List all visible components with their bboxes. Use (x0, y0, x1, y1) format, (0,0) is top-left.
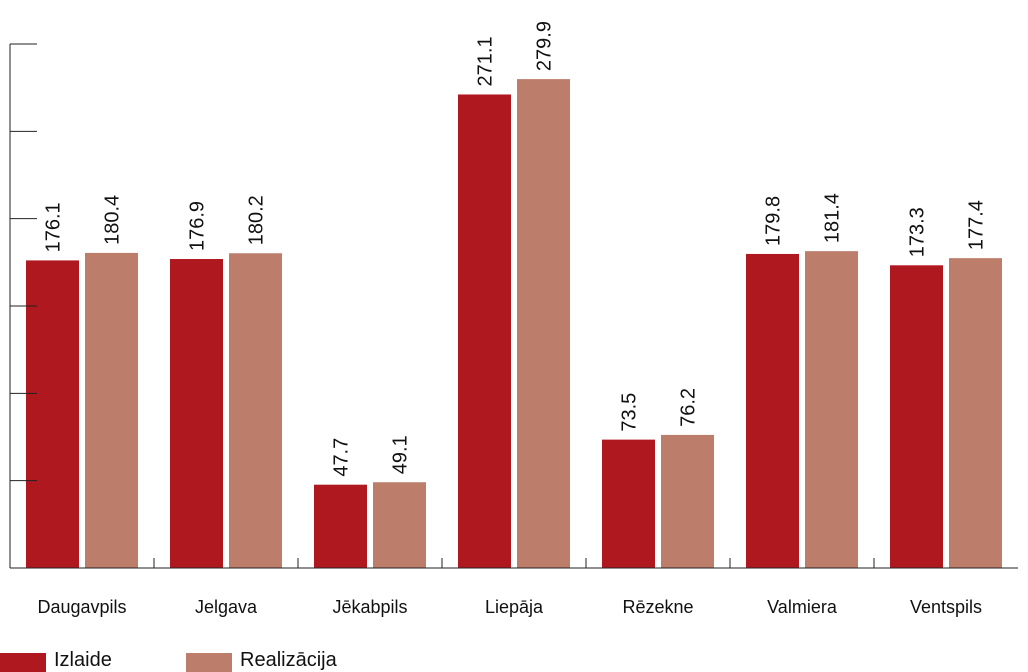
bar-izlaide-daugavpils (26, 260, 79, 568)
value-label-realizacija-liepaja: 279.9 (534, 21, 556, 71)
x-tick-label-valmiera: Valmiera (767, 597, 838, 617)
x-tick-labels: Daugavpils Jelgava Jēkabpils Liepāja Rēzekne… (37, 597, 982, 617)
x-tick-label-daugavpils: Daugavpils (37, 597, 126, 617)
bar-realizacija-jekabpils (373, 482, 426, 568)
bar-izlaide-jekabpils (314, 484, 367, 568)
value-label-izlaide-ventspils: 173.3 (907, 207, 929, 257)
x-tick-label-jelgava: Jelgava (195, 597, 258, 617)
legend-label-izlaide: Izlaide (54, 649, 112, 671)
value-label-realizacija-rezekne: 76.2 (678, 388, 700, 427)
bar-izlaide-ventspils (890, 265, 943, 568)
x-tick-label-jekabpils: Jēkabpils (332, 597, 407, 617)
value-label-izlaide-valmiera: 179.8 (763, 196, 785, 246)
value-label-realizacija-valmiera: 181.4 (822, 193, 844, 243)
bar-realizacija-ventspils (949, 258, 1002, 568)
bar-izlaide-jelgava (170, 259, 223, 568)
bar-chart: 176.1 180.4 176.9 180.2 47.7 49.1 271.1 279.9 73… (9, 21, 1018, 617)
value-label-izlaide-jekabpils: 47.7 (331, 438, 353, 477)
y-ticks (10, 43, 37, 569)
bar-realizacija-liepaja (517, 79, 570, 568)
legend: Izlaide Realizācija (0, 648, 1028, 672)
bar-realizacija-rezekne (661, 434, 714, 568)
bar-izlaide-valmiera (746, 253, 799, 568)
value-label-izlaide-jelgava: 176.9 (187, 201, 209, 251)
axes (9, 44, 1018, 569)
x-tick-label-rezekne: Rēzekne (622, 597, 693, 617)
legend-swatch-realizacija (186, 653, 232, 672)
bar-realizacija-jelgava (229, 253, 282, 568)
bar-izlaide-rezekne (602, 439, 655, 568)
bar-realizacija-valmiera (805, 251, 858, 568)
value-labels-layer: 176.1 180.4 176.9 180.2 47.7 49.1 271.1 279.9 73… (43, 21, 988, 477)
legend-label-realizacija: Realizācija (240, 649, 337, 671)
value-label-realizacija-ventspils: 177.4 (966, 200, 988, 250)
value-label-izlaide-daugavpils: 176.1 (43, 202, 65, 252)
value-label-izlaide-liepaja: 271.1 (475, 36, 497, 86)
value-label-realizacija-jekabpils: 49.1 (390, 435, 412, 474)
bars-layer (26, 79, 1002, 568)
value-label-izlaide-rezekne: 73.5 (619, 393, 641, 432)
value-label-realizacija-daugavpils: 180.4 (102, 195, 124, 245)
x-ticks (153, 558, 875, 568)
bar-izlaide-liepaja (458, 94, 511, 568)
value-label-realizacija-jelgava: 180.2 (246, 195, 268, 245)
bar-realizacija-daugavpils (85, 252, 138, 568)
x-tick-label-ventspils: Ventspils (910, 597, 982, 617)
x-tick-label-liepaja: Liepāja (485, 597, 544, 617)
legend-swatch-izlaide (0, 653, 46, 672)
